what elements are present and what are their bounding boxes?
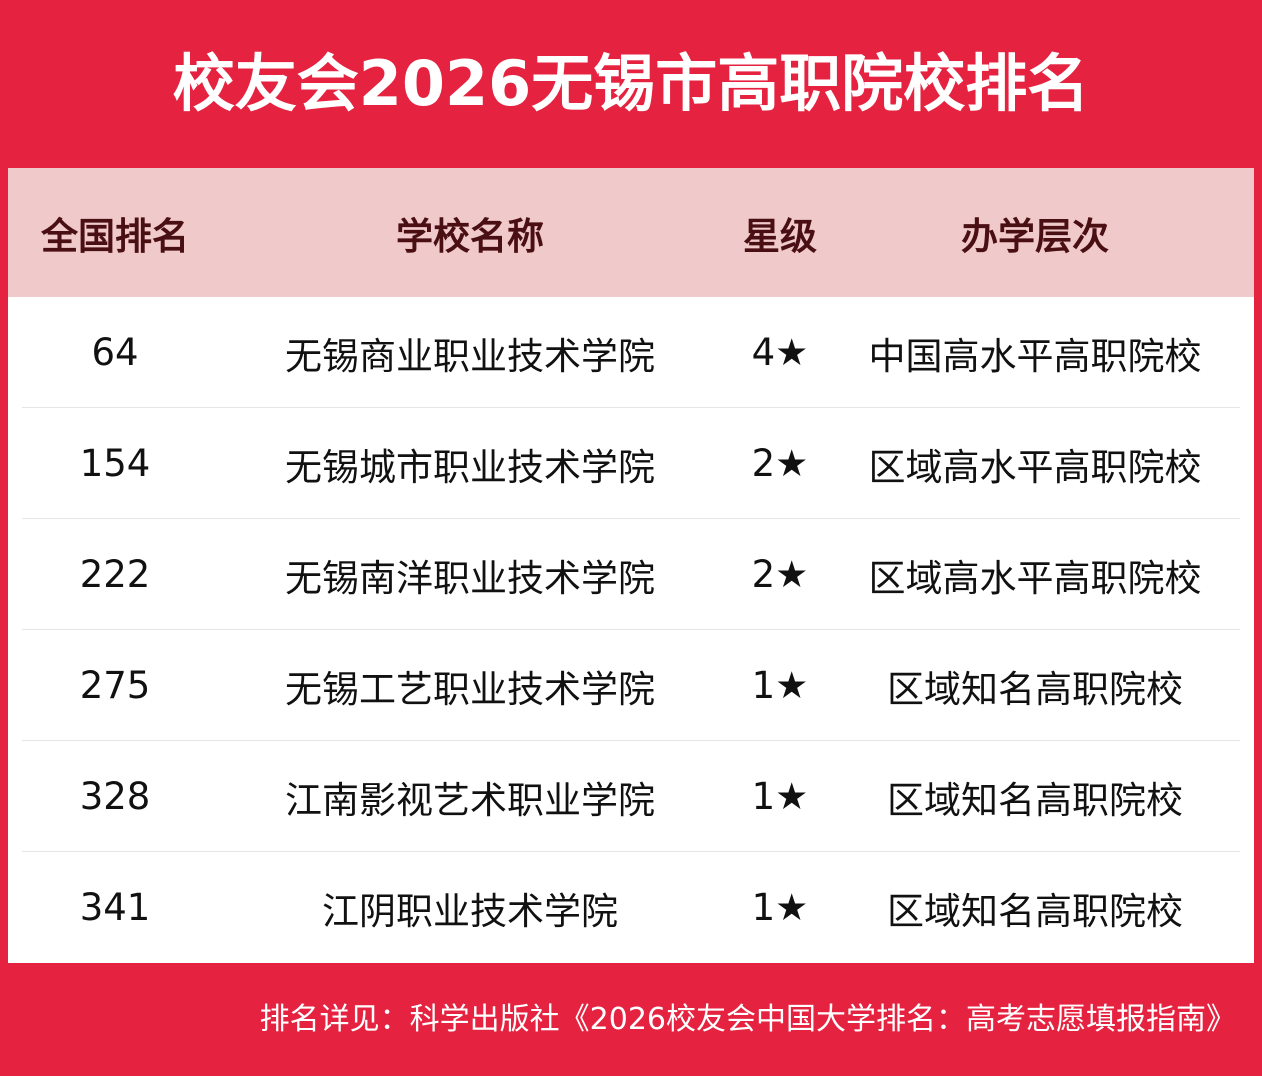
column-header: 星级 — [743, 214, 817, 258]
table-row: 64 无锡商业职业技术学院 4★ 中国高水平高职院校 — [8, 297, 1254, 408]
table: 全国排名 学校名称 星级 办学层次 64 无锡商业职业技术学院 4★ 中国高水平高职院校 154… — [8, 168, 1254, 963]
table-row: 222 无锡南洋职业技术学院 2★ 区域高水平高职院校 — [8, 519, 1254, 630]
table-cell: 2★ — [751, 553, 809, 596]
column-header: 学校名称 — [396, 214, 544, 258]
table-cell: 1★ — [751, 886, 809, 929]
table-cell: 328 — [79, 775, 151, 818]
table-cell: 区域高水平高职院校 — [868, 445, 1202, 489]
table-cell: 区域知名高职院校 — [887, 778, 1183, 822]
table-cell: 区域知名高职院校 — [887, 667, 1183, 711]
header-row: 全国排名 学校名称 星级 办学层次 — [8, 168, 1254, 297]
table-row: 275 无锡工艺职业技术学院 1★ 区域知名高职院校 — [8, 630, 1254, 741]
table-cell: 无锡城市职业技术学院 — [285, 445, 655, 489]
table-cell: 64 — [91, 331, 139, 374]
table-cell: 2★ — [751, 442, 809, 485]
footer-note: 排名详见：科学出版社《2026校友会中国大学排名：高考志愿填报指南》 — [259, 1002, 1236, 1037]
table-cell: 区域知名高职院校 — [887, 889, 1183, 933]
table-row: 154 无锡城市职业技术学院 2★ 区域高水平高职院校 — [8, 408, 1254, 519]
table-cell: 341 — [79, 886, 151, 929]
table-cell: 222 — [79, 553, 151, 596]
table-cell: 无锡商业职业技术学院 — [285, 334, 655, 378]
table-cell: 1★ — [751, 775, 809, 818]
table-cell: 154 — [79, 442, 151, 485]
column-header: 办学层次 — [961, 214, 1109, 258]
table-cell: 无锡南洋职业技术学院 — [285, 556, 655, 600]
table-cell: 江阴职业技术学院 — [322, 889, 618, 933]
table-cell: 275 — [79, 664, 151, 707]
column-header: 全国排名 — [41, 214, 189, 258]
table-row: 341 江阴职业技术学院 1★ 区域知名高职院校 — [8, 852, 1254, 963]
table-cell: 无锡工艺职业技术学院 — [285, 667, 655, 711]
table-row: 328 江南影视艺术职业学院 1★ 区域知名高职院校 — [8, 741, 1254, 852]
table-cell: 中国高水平高职院校 — [868, 334, 1202, 378]
table-cell: 江南影视艺术职业学院 — [285, 778, 655, 822]
table-cell: 4★ — [751, 331, 809, 374]
title: 校友会2026无锡市高职院校排名 — [172, 47, 1090, 120]
table-cell: 1★ — [751, 664, 809, 707]
table-cell: 区域高水平高职院校 — [868, 556, 1202, 600]
